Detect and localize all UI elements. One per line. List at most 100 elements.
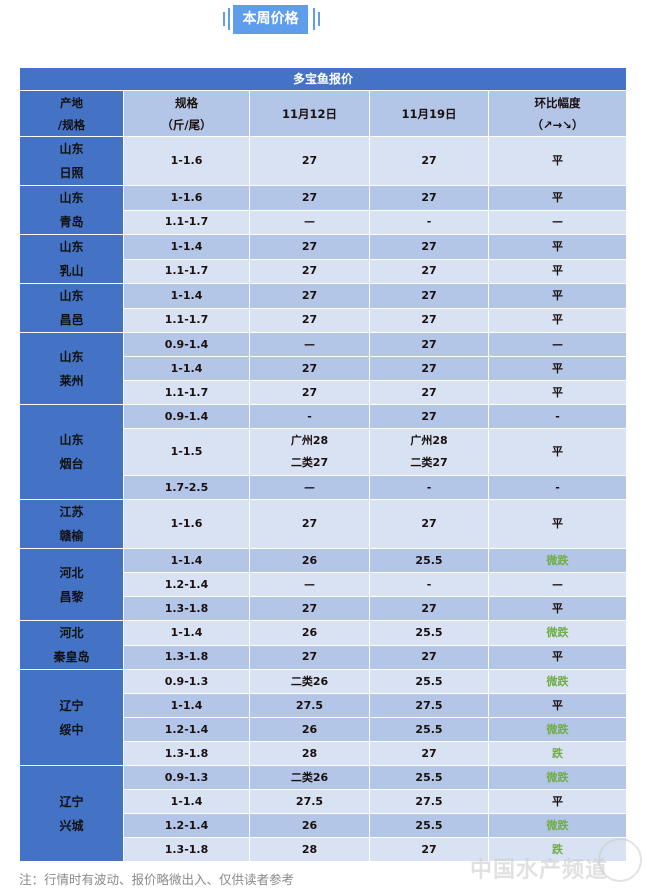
origin-cell: 河北 秦皇岛 [19,620,124,670]
spec-cell: 0.9-1.4 [123,332,250,357]
spec-cell: 0.9-1.3 [123,765,250,790]
table-row: 1.2-1.4 26 25.5 微跌 [20,813,627,838]
table-row: 1.3-1.8 27 27 平 [20,644,627,670]
header-row: 产地/规格 规格 （斤/尾） 11月12日 11月19日 环比幅度 （↗→↘） [19,90,627,137]
spec-cell: 1-1.4 [123,234,250,260]
origin-line: 秦皇岛 [53,650,90,664]
spec-cell: 1-1.5 [123,428,250,476]
table-row: 山东 青岛 1-1.6 27 27 平 [19,185,627,235]
price-line: 27 [421,650,437,664]
header-date1: 11月12日 [249,90,370,137]
price-line: 27 [421,361,437,375]
price-cell-p2: - [369,209,489,235]
price-line: 27.5 [415,794,443,808]
price-cell-p2: 27 [369,404,489,429]
spec-cell: 1.3-1.8 [123,644,250,670]
price-line: - [307,409,312,423]
table-row: 1.1-1.7 — - — [20,209,627,235]
change-cell: - [488,475,627,500]
change-cell: 微跌 [488,620,627,646]
origin-cell: 江苏 赣榆 [19,499,124,549]
spec-cell: 1-1.6 [123,136,250,186]
price-cell-p2: 广州28 二类27 [369,428,489,476]
spec-cell: 0.9-1.4 [123,404,250,429]
change-cell: 平 [488,185,627,211]
price-line: 27 [421,746,437,760]
table-row: 1.3-1.8 27 27 平 [20,596,627,621]
price-cell-p1: 27.5 [249,789,370,814]
table-row: 1.1-1.7 27 27 平 [20,380,627,405]
watermark-globe-icon [598,838,642,882]
spec-cell: 1.3-1.8 [123,741,250,766]
price-line: 25.5 [415,625,443,639]
origin-line: 绥中 [59,722,84,737]
origin-line: 日照 [59,166,84,180]
origin-line: 山东 [59,289,84,303]
price-line: — [304,577,315,591]
origin-cell: 辽宁 绥中 [19,669,124,766]
price-line: 二类27 [410,456,448,469]
change-cell: 微跌 [488,765,627,790]
spec-cell: 1.1-1.7 [123,307,250,333]
price-cell-p2: 27 [369,380,489,405]
header-spec-line: 规格 [175,95,198,110]
price-cell-p2: 27 [369,499,489,549]
origin-line: 昌邑 [59,313,84,327]
table-row: 1-1.4 27.5 27.5 平 [20,789,627,814]
price-cell-p2: 27.5 [369,693,489,718]
price-cell-p1: 27 [249,380,370,405]
spec-cell: 1.3-1.8 [123,837,250,862]
spec-cell: 1.1-1.7 [123,209,250,235]
header-change-line: （↗→↘） [531,117,584,132]
price-line: - [426,215,432,229]
tag-decoration-bar [313,8,315,30]
origin-line: 山东 [59,240,84,254]
change-cell: 微跌 [488,548,627,573]
price-cell-p2: 27 [369,307,489,333]
price-cell-p1: 27 [249,234,370,260]
price-cell-p2: 25.5 [369,717,489,742]
price-cell-p1: 27 [249,185,370,211]
header-date2: 11月19日 [369,90,489,137]
price-cell-p2: 25.5 [369,669,489,694]
spec-cell: 1.2-1.4 [123,813,250,838]
tag-decoration-bar [223,12,225,26]
price-cell-p1: 广州28 二类27 [249,428,370,476]
price-cell-p1: 26 [249,717,370,742]
spec-cell: 1-1.4 [123,283,250,309]
table-row: 辽宁 兴城 0.9-1.3 二类26 25.5 微跌 [19,765,627,862]
change-cell: — [488,572,627,597]
price-cell-p1: 26 [249,548,370,573]
price-cell-p2: 27 [369,258,489,284]
table-row: 1.2-1.4 — - — [20,572,627,597]
spec-cell: 1.1-1.7 [123,380,250,405]
price-cell-p1: 二类26 [249,765,370,790]
origin-line: 烟台 [59,457,84,471]
price-line: 28 [301,842,318,856]
table-row: 江苏 赣榆 1-1.6 27 27 平 [19,499,627,549]
price-line: 27 [301,239,318,253]
header-origin-line: 产地 [60,95,83,110]
price-line: 27 [421,190,437,204]
spec-cell: 1-1.6 [123,185,250,211]
price-line: 二类26 [290,770,329,784]
origin-line: 赣榆 [59,529,84,543]
origin-cell: 辽宁 兴城 [19,765,124,862]
spec-cell: 1.1-1.7 [123,258,250,284]
spec-cell: 1-1.4 [123,693,250,718]
price-cell-p1: — [249,475,370,500]
change-cell: 平 [488,307,627,333]
table-row: 辽宁 绥中 0.9-1.3 二类26 25.5 微跌 [19,669,627,766]
price-table: 多宝鱼报价 产地/规格 规格 （斤/尾） 11月12日 11月19日 环比幅度 （↗… [19,67,627,862]
table-row: 1-1.4 27.5 27.5 平 [20,693,627,718]
price-cell-p2: 27.5 [369,789,489,814]
price-line: 25.5 [415,674,443,688]
spec-cell: 1-1.4 [123,620,250,646]
change-cell: 平 [488,136,627,186]
spec-cell: 1.7-2.5 [123,475,250,500]
price-cell-p2: 27 [369,596,489,621]
price-line: 广州28 [290,434,329,447]
price-cell-p1: 27 [249,499,370,549]
spec-cell: 1-1.4 [123,356,250,381]
origin-line: 山东 [59,191,84,205]
